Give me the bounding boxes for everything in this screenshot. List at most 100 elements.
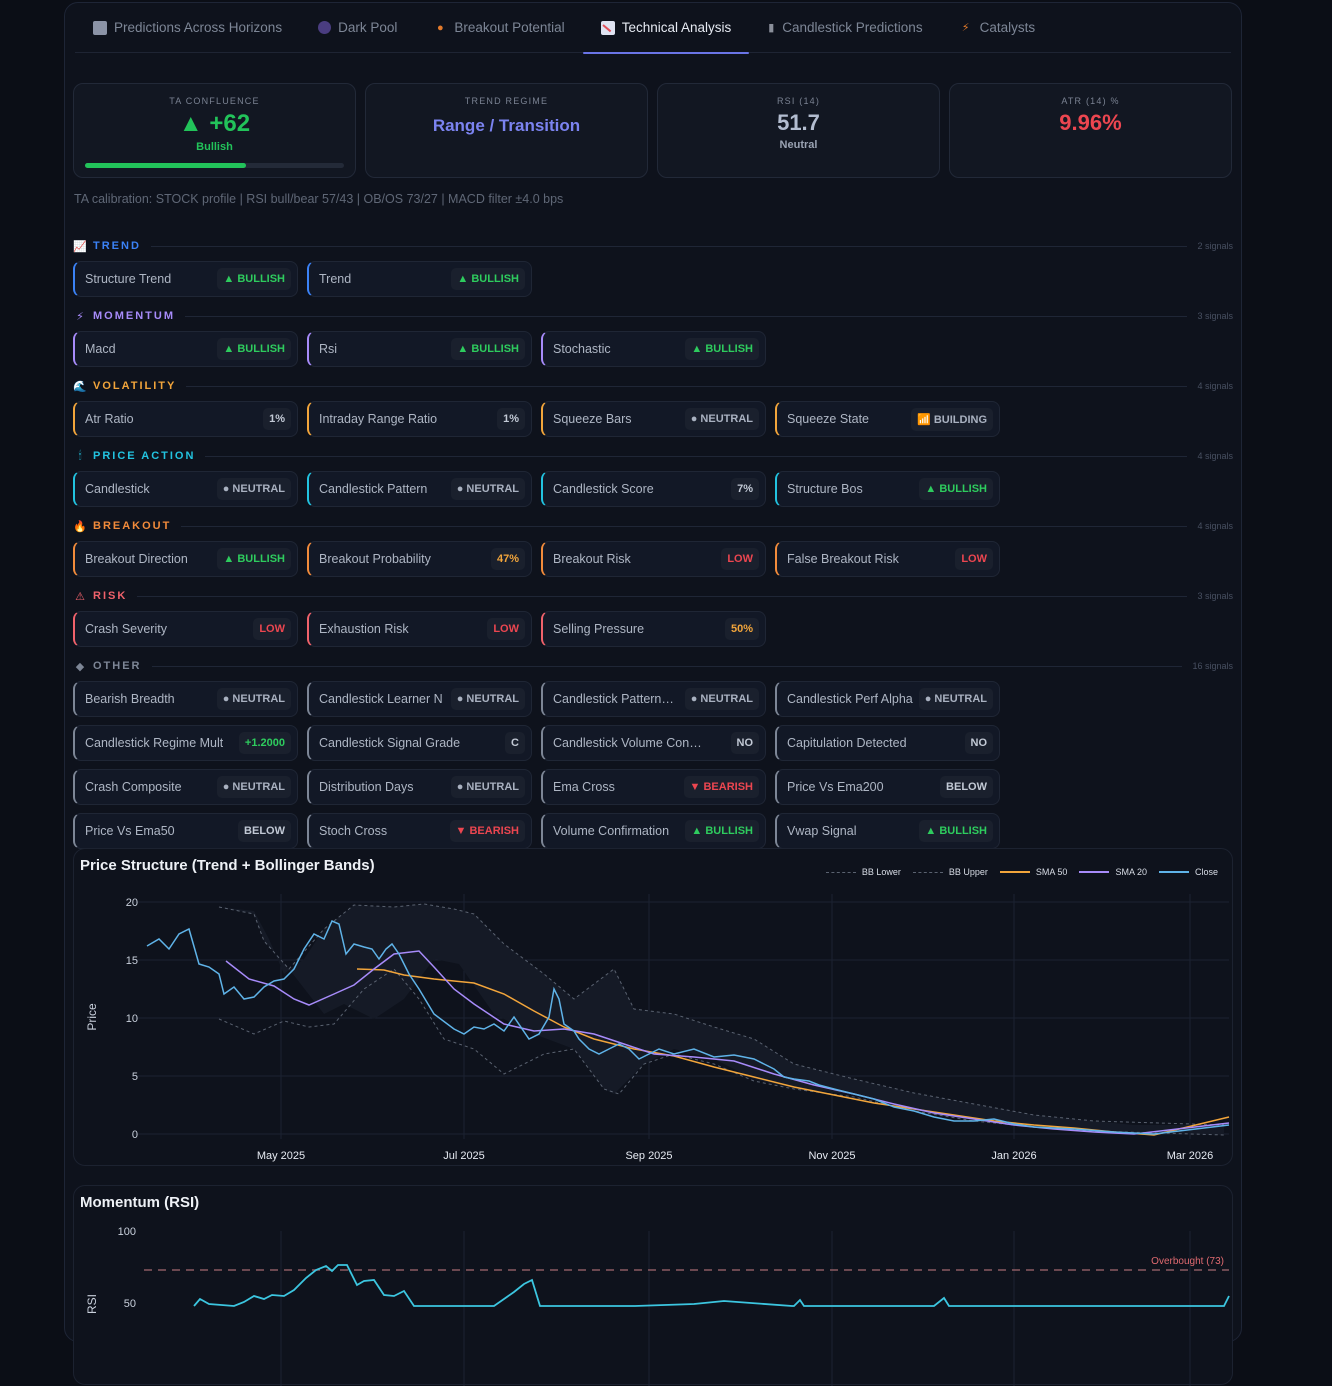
- signal-card[interactable]: Capitulation Detected NO: [775, 725, 1000, 761]
- tab-predictions-across-horizons[interactable]: Predictions Across Horizons: [75, 3, 300, 53]
- bolt-icon: ⚡: [961, 21, 970, 34]
- signal-label: Trend: [319, 272, 352, 286]
- legend-label: Close: [1194, 867, 1218, 877]
- signal-card[interactable]: Ema Cross ▼ BEARISH: [541, 769, 766, 805]
- signal-label: Crash Severity: [85, 622, 167, 636]
- signal-badge: ● NEUTRAL: [450, 478, 525, 500]
- signal-badge: ● NEUTRAL: [216, 776, 291, 798]
- signal-card[interactable]: Atr Ratio 1%: [73, 401, 298, 437]
- signal-sections: 📈 TREND 2 signals Structure Trend ▲ BULLISH T…: [73, 235, 1233, 857]
- signal-card-grid: Bearish Breadth ● NEUTRAL Candlestick Lear…: [73, 681, 1233, 849]
- signal-label: False Breakout Risk: [787, 552, 899, 566]
- signal-card[interactable]: Squeeze State 📶 BUILDING: [775, 401, 1000, 437]
- signal-card[interactable]: Candlestick Pattern… ● NEUTRAL: [541, 681, 766, 717]
- signal-card[interactable]: Stoch Cross ▼ BEARISH: [307, 813, 532, 849]
- signal-card[interactable]: Candlestick Regime Mult +1.2000: [73, 725, 298, 761]
- signal-card[interactable]: Distribution Days ● NEUTRAL: [307, 769, 532, 805]
- legend-item[interactable]: SMA 20: [1079, 867, 1147, 877]
- rsi-plot[interactable]: 100 50 RSI Overbought (73): [74, 1186, 1234, 1386]
- signal-card[interactable]: Candlestick Volume Confirm… NO: [541, 725, 766, 761]
- price-plot[interactable]: 0 5 10 15 20 May 2025 Jul 2025 Sep 2025 Nov 202…: [74, 849, 1234, 1167]
- signal-card[interactable]: Candlestick Pattern ● NEUTRAL: [307, 471, 532, 507]
- section-header-volatility: 🌊 VOLATILITY 4 signals: [73, 375, 1233, 397]
- signal-card[interactable]: Breakout Probability 47%: [307, 541, 532, 577]
- legend-item[interactable]: Close: [1158, 867, 1218, 877]
- tab-breakout-potential[interactable]: ● Breakout Potential: [415, 3, 582, 53]
- signal-card[interactable]: Breakout Risk LOW: [541, 541, 766, 577]
- signal-card[interactable]: Stochastic ▲ BULLISH: [541, 331, 766, 367]
- signal-card[interactable]: Candlestick Learner N ● NEUTRAL: [307, 681, 532, 717]
- signal-badge: C: [505, 732, 525, 754]
- signal-card[interactable]: Crash Severity LOW: [73, 611, 298, 647]
- kpi-label: RSI (14): [776, 96, 821, 106]
- tab-candlestick-predictions[interactable]: ▮ Candlestick Predictions: [749, 3, 940, 53]
- signal-card[interactable]: Macd ▲ BULLISH: [73, 331, 298, 367]
- tab-dark-pool[interactable]: Dark Pool: [300, 3, 415, 53]
- signal-label: Macd: [85, 342, 116, 356]
- signal-card[interactable]: Exhaustion Risk LOW: [307, 611, 532, 647]
- legend-item[interactable]: BB Upper: [912, 867, 988, 877]
- signal-card-grid: Atr Ratio 1% Intraday Range Ratio 1% Squeeze…: [73, 401, 1233, 437]
- kpi-value: 9.96%: [1059, 110, 1122, 135]
- signal-card[interactable]: Price Vs Ema200 BELOW: [775, 769, 1000, 805]
- signal-card[interactable]: Volume Confirmation ▲ BULLISH: [541, 813, 766, 849]
- signal-card[interactable]: Bearish Breadth ● NEUTRAL: [73, 681, 298, 717]
- signal-label: Stoch Cross: [319, 824, 388, 838]
- price-structure-chart: Price Structure (Trend + Bollinger Bands…: [73, 848, 1233, 1166]
- signal-card[interactable]: Structure Bos ▲ BULLISH: [775, 471, 1000, 507]
- kpi-value: 51.7: [777, 110, 820, 135]
- signal-card[interactable]: Candlestick Signal Grade C: [307, 725, 532, 761]
- signal-card[interactable]: Price Vs Ema50 BELOW: [73, 813, 298, 849]
- signal-label: Candlestick Pattern…: [553, 692, 674, 706]
- section-header-price-action: 🕯 PRICE ACTION 4 signals: [73, 445, 1233, 467]
- signal-label: Candlestick Pattern: [319, 482, 428, 496]
- kpi-row: TA CONFLUENCE ▲ +62 Bullish TREND REGIME…: [73, 83, 1232, 178]
- section-divider: [205, 455, 1188, 457]
- chart-down-icon: [600, 20, 615, 35]
- signal-badge: ● NEUTRAL: [450, 776, 525, 798]
- bolt-icon: ⚡: [76, 310, 84, 323]
- x-tick: May 2025: [257, 1150, 305, 1162]
- signal-card[interactable]: Candlestick Perf Alpha ● NEUTRAL: [775, 681, 1000, 717]
- kpi-sub: Neutral: [779, 139, 818, 151]
- signal-badge: ● NEUTRAL: [216, 478, 291, 500]
- signal-badge: 47%: [490, 548, 525, 570]
- signal-card[interactable]: Vwap Signal ▲ BULLISH: [775, 813, 1000, 849]
- section-header-momentum: ⚡ MOMENTUM 3 signals: [73, 305, 1233, 327]
- signal-badge: ▲ BULLISH: [919, 820, 993, 842]
- signal-card[interactable]: Trend ▲ BULLISH: [307, 261, 532, 297]
- signal-badge: ● NEUTRAL: [216, 688, 291, 710]
- tab-catalysts[interactable]: ⚡ Catalysts: [941, 3, 1054, 53]
- x-tick: Jul 2025: [443, 1150, 485, 1162]
- signal-card[interactable]: Crash Composite ● NEUTRAL: [73, 769, 298, 805]
- signal-card[interactable]: Candlestick ● NEUTRAL: [73, 471, 298, 507]
- legend-item[interactable]: SMA 50: [999, 867, 1067, 877]
- y-tick: 10: [126, 1013, 138, 1025]
- tab-label: Technical Analysis: [621, 20, 732, 35]
- signal-card[interactable]: Structure Trend ▲ BULLISH: [73, 261, 298, 297]
- tab-technical-analysis[interactable]: Technical Analysis: [582, 3, 750, 54]
- kpi-label: TA CONFLUENCE: [169, 96, 260, 106]
- legend-item[interactable]: BB Lower: [825, 867, 901, 877]
- signal-label: Candlestick Learner N: [319, 692, 443, 706]
- legend-swatch: [912, 871, 943, 873]
- legend-swatch: [999, 871, 1030, 873]
- signal-count: 3 signals: [1197, 311, 1233, 321]
- signal-card[interactable]: Selling Pressure 50%: [541, 611, 766, 647]
- signal-label: Price Vs Ema50: [85, 824, 175, 838]
- signal-card[interactable]: False Breakout Risk LOW: [775, 541, 1000, 577]
- kpi-trend-regime: TREND REGIME Range / Transition: [365, 83, 648, 178]
- signal-badge: NO: [730, 732, 759, 754]
- signal-card[interactable]: Intraday Range Ratio 1%: [307, 401, 532, 437]
- x-tick: Sep 2025: [625, 1150, 672, 1162]
- signal-card[interactable]: Candlestick Score 7%: [541, 471, 766, 507]
- section-divider: [181, 525, 1188, 527]
- signal-card[interactable]: Squeeze Bars ● NEUTRAL: [541, 401, 766, 437]
- section-title: VOLATILITY: [93, 380, 177, 392]
- chart-legend[interactable]: BB Lower BB Upper SMA 50 SMA 20 Close: [825, 867, 1218, 877]
- signal-card[interactable]: Rsi ▲ BULLISH: [307, 331, 532, 367]
- section-title: TREND: [93, 240, 141, 252]
- signal-badge: ▲ BULLISH: [217, 338, 291, 360]
- section-header-trend: 📈 TREND 2 signals: [73, 235, 1233, 257]
- signal-card[interactable]: Breakout Direction ▲ BULLISH: [73, 541, 298, 577]
